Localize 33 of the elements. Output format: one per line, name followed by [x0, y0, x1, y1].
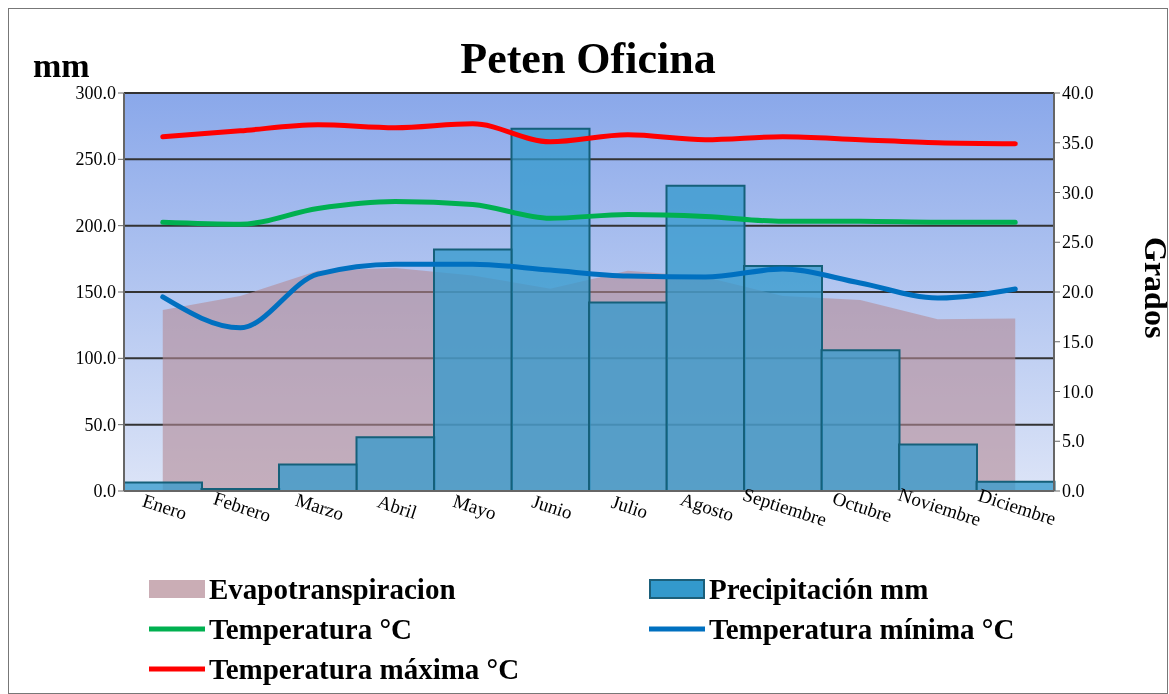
legend-label: Temperatura °C [209, 612, 413, 646]
y-tick-label: 250.0 [75, 149, 116, 170]
legend-label: Evapotranspiracion [209, 572, 456, 606]
y-tick-label: 0.0 [93, 481, 116, 501]
x-tick-label: Febrero [210, 487, 274, 526]
y2-tick-label: 40.0 [1062, 83, 1094, 103]
x-tick-label: Abril [374, 490, 420, 523]
chart-title: Peten Oficina [460, 34, 716, 83]
legend-label: Temperatura máxima °C [209, 652, 520, 686]
y2-tick-label: 15.0 [1062, 331, 1094, 352]
x-tick-label: Junio [529, 490, 576, 524]
y-tick-label: 150.0 [75, 282, 116, 302]
y2-axis-title: Grados [1137, 237, 1169, 339]
y2-tick-label: 25.0 [1062, 232, 1094, 253]
y2-tick-label: 20.0 [1062, 282, 1094, 302]
legend-label: Temperatura mínima °C [709, 612, 1015, 646]
y2-tick-label: 30.0 [1062, 182, 1094, 203]
y2-tick-label: 0.0 [1062, 481, 1085, 501]
y-tick-label: 200.0 [75, 215, 116, 236]
y2-tick-label: 35.0 [1062, 132, 1094, 153]
y2-tick-label: 5.0 [1062, 431, 1085, 452]
x-tick-label: Octubre [829, 487, 895, 527]
x-tick-label: Marzo [292, 489, 347, 525]
x-tick-label: Agosto [677, 488, 737, 526]
legend-label: Precipitación mm [709, 572, 929, 606]
y2-tick-label: 10.0 [1062, 381, 1094, 402]
y-tick-label: 300.0 [75, 83, 116, 103]
x-tick-label: Enero [139, 489, 190, 524]
x-tick-label: Mayo [450, 489, 500, 524]
y-tick-label: 100.0 [75, 348, 116, 369]
x-tick-label: Julio [608, 491, 651, 523]
y-axis-title: mm [33, 47, 90, 85]
y-tick-label: 50.0 [84, 414, 116, 435]
